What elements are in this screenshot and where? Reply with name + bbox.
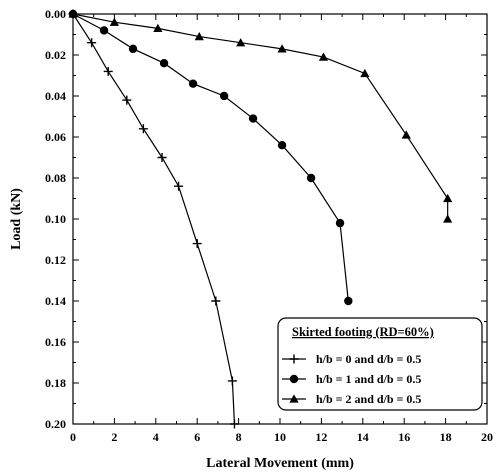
y-axis-title: Load (kN) [9,188,24,250]
legend-entries: h/b = 0 and d/b = 0.5 h/b = 1 and d/b = 0… [282,352,421,406]
data-point-circle [335,218,345,228]
data-point-circle [219,91,229,101]
data-point-plus [229,419,239,429]
data-point-triangle [236,38,246,47]
data-point-plus [227,376,237,386]
x-tick-label: 4 [153,430,159,444]
data-point-plus [157,153,167,162]
x-tick-label: 18 [440,430,452,444]
legend-label: h/b = 1 and d/b = 0.5 [316,372,421,386]
x-tick-label: 6 [194,430,200,444]
y-tick-label: 0.16 [45,335,66,349]
x-tick-label: 2 [111,430,117,444]
data-point-circle [344,296,353,306]
data-point-triangle [277,44,287,53]
series-line [72,13,349,302]
data-point-plus [122,95,132,105]
data-point-circle [248,114,258,123]
data-point-circle [306,173,316,183]
data-point-plus [87,38,97,48]
legend-title: Skirted footing (RD=60%) [292,325,434,339]
data-point-triangle [153,23,163,33]
x-tick-label: 10 [274,430,286,444]
legend-box [277,317,483,411]
data-point-circle [128,44,138,54]
data-point-triangle [68,9,78,18]
series-1 [68,9,239,429]
data-point-plus [138,124,148,134]
data-point-plus [211,296,221,306]
series-3 [68,9,453,223]
y-tick-label: 0.02 [45,48,66,62]
x-tick-label: 20 [481,430,493,444]
data-point-triangle [289,394,299,403]
legend-entry: h/b = 0 and d/b = 0.5 [282,352,421,366]
x-axis-title: Lateral Movement (mm) [206,456,354,471]
series-layer [68,9,453,429]
data-point-triangle [360,68,370,78]
data-point-triangle [194,31,204,41]
data-point-circle [188,79,198,88]
x-tick-label: 16 [398,430,410,444]
x-tick-label: 12 [315,430,327,444]
y-tick-label: 0.18 [45,376,66,390]
y-tick-label: 0.12 [45,253,66,267]
data-point-circle [159,59,169,68]
series-line [72,13,449,219]
legend: Skirted footing (RD=60%) h/b = 0 and d/b… [277,317,483,411]
legend-entry: h/b = 1 and d/b = 0.5 [282,372,421,386]
data-point-circle [99,26,109,35]
data-point-plus [192,239,202,249]
x-tick-label: 8 [236,430,242,444]
data-point-plus [174,181,184,191]
data-point-plus [289,354,299,364]
y-tick-label: 0.00 [45,7,66,21]
y-tick-label: 0.20 [45,417,66,431]
y-axis-ticks: 0.00 0.02 0.04 0.06 0.08 0.10 0.12 0.14 0.16 0.18… [45,7,487,431]
x-axis-ticks: 0 2 4 6 8 10 12 14 16 18 20 [70,14,493,444]
x-tick-label: 14 [357,430,369,444]
data-point-triangle [318,52,329,61]
data-point-plus [103,66,113,76]
data-point-triangle [401,130,411,139]
legend-label: h/b = 2 and d/b = 0.5 [316,392,421,406]
data-point-circle [277,141,287,150]
legend-entry: h/b = 2 and d/b = 0.5 [282,392,421,406]
x-tick-label: 0 [70,430,76,444]
y-tick-label: 0.08 [45,171,66,185]
data-point-triangle [443,193,453,203]
data-point-triangle [109,17,119,26]
data-point-circle [289,374,299,384]
series-line [72,13,236,425]
y-tick-label: 0.14 [45,294,66,308]
y-tick-label: 0.04 [45,89,66,103]
data-point-triangle [443,214,453,223]
legend-label: h/b = 0 and d/b = 0.5 [316,352,421,366]
y-tick-label: 0.10 [45,212,66,226]
y-tick-label: 0.06 [45,130,66,144]
